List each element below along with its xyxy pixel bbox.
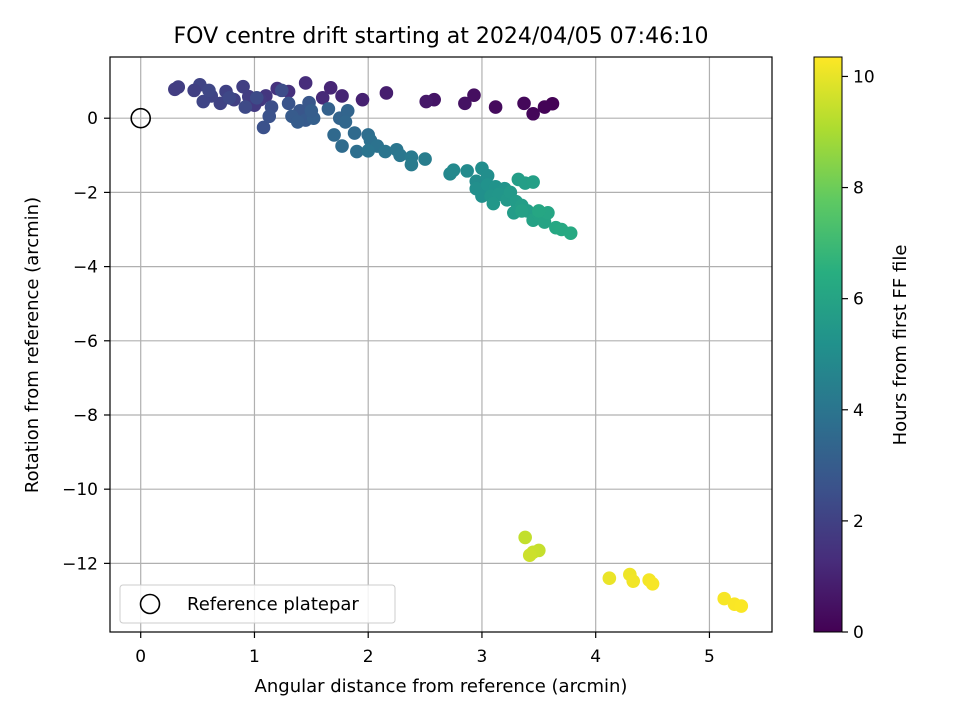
- data-point: [168, 82, 182, 97]
- data-point: [236, 79, 250, 94]
- reference-point-marker: [130, 107, 152, 129]
- data-point: [281, 96, 296, 111]
- data-point: [315, 91, 330, 105]
- data-point: [256, 120, 271, 135]
- data-point: [262, 109, 277, 124]
- data-point: [249, 91, 264, 105]
- data-point: [488, 100, 503, 114]
- data-point: [563, 226, 578, 241]
- x-tick-label: 1: [249, 647, 260, 667]
- data-point: [734, 599, 749, 613]
- data-point: [418, 152, 432, 166]
- data-point: [526, 106, 540, 121]
- x-tick-label: 3: [477, 647, 488, 667]
- y-tick-label: −8: [73, 406, 98, 426]
- data-point: [361, 144, 376, 158]
- legend: Reference platepar: [119, 584, 396, 624]
- data-point: [187, 83, 201, 98]
- data-point: [486, 196, 501, 211]
- data-point: [202, 83, 216, 98]
- data-point: [602, 571, 617, 586]
- y-axis-ticks: 0 −2 −4 −6 −8 −10 −12: [62, 109, 110, 574]
- x-tick-label: 4: [590, 647, 601, 667]
- plot-frame: [109, 56, 773, 633]
- y-axis-label: Rotation from reference (arcmin): [22, 197, 43, 493]
- data-point: [626, 574, 641, 588]
- data-point: [321, 102, 336, 116]
- data-point: [338, 115, 353, 129]
- data-point: [355, 92, 370, 107]
- y-tick-label: 0: [87, 109, 98, 129]
- colorbar-tick-label: 4: [853, 401, 864, 421]
- y-tick-label: −12: [62, 554, 98, 574]
- x-tick-label: 2: [363, 647, 374, 667]
- x-axis-label: Angular distance from reference (arcmin): [255, 676, 628, 697]
- data-points: [168, 76, 749, 613]
- data-point: [335, 139, 349, 153]
- colorbar-label: Hours from first FF file: [890, 245, 911, 446]
- legend-label: Reference platepar: [187, 594, 359, 615]
- colorbar-gradient: [813, 56, 843, 633]
- data-point: [514, 204, 529, 218]
- data-point: [404, 157, 419, 172]
- colorbar-tick-label: 2: [853, 512, 864, 532]
- data-point: [304, 103, 319, 118]
- data-point: [532, 204, 546, 218]
- data-point: [518, 530, 532, 545]
- data-point: [347, 126, 362, 140]
- colorbar: 0 2 4 6 8 10 Hours from first FF file: [813, 56, 911, 643]
- data-point: [222, 91, 237, 105]
- data-point: [335, 89, 349, 103]
- colorbar-tick-label: 6: [853, 290, 864, 310]
- data-point: [323, 80, 338, 95]
- colorbar-tick-label: 8: [853, 179, 864, 199]
- x-tick-label: 5: [704, 647, 715, 667]
- x-axis-ticks: 0 1 2 3 4 5: [135, 632, 715, 667]
- data-point: [522, 548, 537, 563]
- legend-box: [119, 584, 396, 624]
- data-point: [460, 164, 474, 178]
- data-point: [645, 576, 660, 591]
- data-point: [379, 86, 394, 100]
- data-point: [526, 175, 540, 189]
- data-point: [517, 96, 531, 111]
- y-tick-label: −4: [73, 258, 98, 278]
- chart-title: FOV centre drift starting at 2024/04/05 …: [174, 24, 709, 49]
- x-tick-label: 0: [135, 647, 146, 667]
- data-point: [340, 103, 355, 118]
- data-point: [274, 83, 289, 98]
- data-point: [298, 76, 313, 90]
- data-point: [393, 148, 407, 163]
- legend-marker: [139, 593, 161, 615]
- data-point: [419, 94, 434, 109]
- colorbar-ticks: 0 2 4 6 8 10: [842, 67, 875, 643]
- data-point: [446, 163, 461, 177]
- data-point: [458, 96, 472, 111]
- y-tick-label: −2: [73, 183, 98, 203]
- colorbar-tick-label: 0: [853, 623, 864, 643]
- data-point: [350, 144, 364, 159]
- data-point: [327, 128, 341, 142]
- data-point: [537, 100, 552, 114]
- y-tick-label: −6: [73, 332, 98, 352]
- data-point: [238, 100, 253, 114]
- data-point: [378, 144, 393, 159]
- grid: [110, 57, 772, 632]
- data-point: [290, 115, 305, 129]
- data-point: [717, 591, 732, 606]
- y-tick-label: −10: [62, 480, 98, 500]
- data-point: [196, 94, 211, 109]
- data-point: [467, 88, 481, 103]
- colorbar-tick-label: 10: [853, 67, 875, 87]
